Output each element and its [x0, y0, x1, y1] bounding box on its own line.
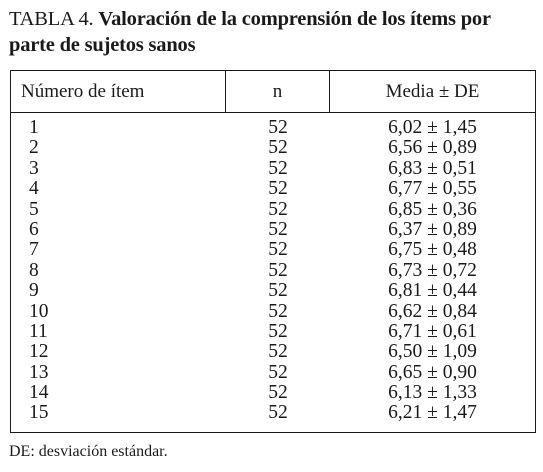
cell-n: 52 — [268, 218, 288, 240]
table-number-label: TABLA 4. — [9, 8, 94, 30]
cell-n: 52 — [268, 402, 288, 424]
cell-mean-sd: 6,85 ± 0,36 — [388, 198, 477, 220]
table-row: 11 52 6,71 ± 0,61 — [11, 320, 535, 342]
cell-mean-sd: 6,21 ± 1,47 — [388, 402, 477, 424]
cell-n: 52 — [268, 361, 288, 383]
header-n: n — [226, 71, 330, 112]
cell-n: 52 — [268, 157, 288, 179]
cell-item-number: 12 — [29, 341, 49, 363]
header-item-number: Número de ítem — [11, 71, 226, 112]
cell-n: 52 — [268, 280, 288, 302]
cell-mean-sd: 6,83 ± 0,51 — [388, 157, 477, 179]
cell-item-number: 4 — [29, 178, 39, 200]
table-row: 9 52 6,81 ± 0,44 — [11, 280, 535, 302]
cell-mean-sd: 6,02 ± 1,45 — [388, 117, 477, 138]
cell-mean-sd: 6,71 ± 0,61 — [388, 320, 477, 342]
cell-item-number: 8 — [29, 259, 39, 281]
table-header-row: Número de ítem n Media ± DE — [11, 71, 535, 113]
cell-item-number: 15 — [29, 402, 49, 424]
cell-mean-sd: 6,56 ± 0,89 — [388, 137, 477, 159]
cell-mean-sd: 6,81 ± 0,44 — [388, 280, 477, 302]
table-caption: TABLA 4. Valoración de la comprensión de… — [9, 6, 539, 58]
cell-mean-sd: 6,13 ± 1,33 — [388, 382, 477, 404]
cell-n: 52 — [268, 382, 288, 404]
cell-n: 52 — [268, 259, 288, 281]
table-footnote: DE: desviación estándar. — [9, 443, 168, 460]
table-row: 5 52 6,85 ± 0,36 — [11, 198, 535, 220]
cell-mean-sd: 6,50 ± 1,09 — [388, 341, 477, 363]
table-row: 14 52 6,13 ± 1,33 — [11, 382, 535, 404]
table-title: Valoración de la comprensión de los ítem… — [9, 8, 491, 56]
table-row: 13 52 6,65 ± 0,90 — [11, 361, 535, 383]
cell-item-number: 11 — [29, 320, 48, 342]
table-row: 4 52 6,77 ± 0,55 — [11, 178, 535, 200]
table-row: 1 52 6,02 ± 1,45 — [11, 117, 535, 138]
cell-n: 52 — [268, 300, 288, 322]
cell-item-number: 9 — [29, 280, 39, 302]
cell-item-number: 10 — [29, 300, 49, 322]
table-row: 10 52 6,62 ± 0,84 — [11, 300, 535, 322]
cell-mean-sd: 6,73 ± 0,72 — [388, 259, 477, 281]
cell-n: 52 — [268, 239, 288, 261]
cell-n: 52 — [268, 178, 288, 200]
table-row: 3 52 6,83 ± 0,51 — [11, 157, 535, 179]
cell-item-number: 14 — [29, 382, 49, 404]
cell-item-number: 6 — [29, 218, 39, 240]
cell-item-number: 3 — [29, 157, 39, 179]
cell-n: 52 — [268, 198, 288, 220]
table-row: 7 52 6,75 ± 0,48 — [11, 239, 535, 261]
cell-n: 52 — [268, 117, 288, 138]
table-row: 2 52 6,56 ± 0,89 — [11, 137, 535, 159]
cell-mean-sd: 6,77 ± 0,55 — [388, 178, 477, 200]
cell-mean-sd: 6,75 ± 0,48 — [388, 239, 477, 261]
cell-mean-sd: 6,37 ± 0,89 — [388, 218, 477, 240]
table-row: 8 52 6,73 ± 0,72 — [11, 259, 535, 281]
table-row: 6 52 6,37 ± 0,89 — [11, 218, 535, 240]
cell-n: 52 — [268, 341, 288, 363]
cell-item-number: 2 — [29, 137, 39, 159]
table-row: 15 52 6,21 ± 1,47 — [11, 402, 535, 424]
cell-item-number: 7 — [29, 239, 39, 261]
cell-item-number: 5 — [29, 198, 39, 220]
cell-mean-sd: 6,62 ± 0,84 — [388, 300, 477, 322]
data-table: Número de ítem n Media ± DE 1 52 6,02 ± 1,… — [10, 70, 536, 433]
table-row: 12 52 6,50 ± 1,09 — [11, 341, 535, 363]
cell-item-number: 13 — [29, 361, 49, 383]
cell-item-number: 1 — [29, 117, 39, 138]
cell-n: 52 — [268, 320, 288, 342]
header-mean-sd: Media ± DE — [385, 80, 480, 102]
cell-n: 52 — [268, 137, 288, 159]
cell-mean-sd: 6,65 ± 0,90 — [388, 361, 477, 383]
table-body: 1 52 6,02 ± 1,45 2 52 6,56 ± 0,89 3 52 6,83 ± 0,… — [11, 117, 535, 424]
